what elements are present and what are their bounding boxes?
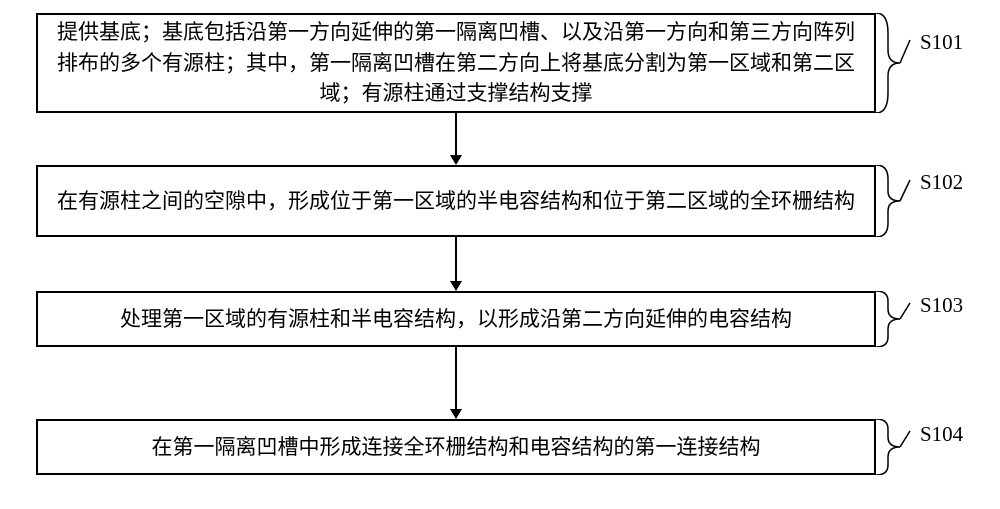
label-text: S104 [920,422,963,446]
step-text: 在有源柱之间的空隙中，形成位于第一区域的半电容结构和位于第二区域的全环栅结构 [57,186,855,216]
label-text: S101 [920,30,963,54]
flowchart-canvas: 提供基底；基底包括沿第一方向延伸的第一隔离凹槽、以及沿第一方向和第三方向阵列排布… [0,0,1000,509]
step-label-s102: S102 [920,170,963,195]
arrow-s101-s102 [446,113,466,165]
step-text: 提供基底；基底包括沿第一方向延伸的第一隔离凹槽、以及沿第一方向和第三方向阵列排布… [52,17,860,108]
label-text: S103 [920,293,963,317]
label-text: S102 [920,170,963,194]
brace-s101 [876,13,916,113]
step-label-s103: S103 [920,293,963,318]
step-box-s104: 在第一隔离凹槽中形成连接全环栅结构和电容结构的第一连接结构 [36,419,876,475]
step-box-s101: 提供基底；基底包括沿第一方向延伸的第一隔离凹槽、以及沿第一方向和第三方向阵列排布… [36,13,876,113]
step-box-s102: 在有源柱之间的空隙中，形成位于第一区域的半电容结构和位于第二区域的全环栅结构 [36,165,876,237]
step-label-s101: S101 [920,30,963,55]
brace-s103 [876,291,916,347]
step-label-s104: S104 [920,422,963,447]
arrow-s102-s103 [446,237,466,291]
step-text: 在第一隔离凹槽中形成连接全环栅结构和电容结构的第一连接结构 [152,432,761,462]
brace-s102 [876,165,916,237]
brace-s104 [876,419,916,475]
arrow-s103-s104 [446,347,466,419]
step-box-s103: 处理第一区域的有源柱和半电容结构，以形成沿第二方向延伸的电容结构 [36,291,876,347]
step-text: 处理第一区域的有源柱和半电容结构，以形成沿第二方向延伸的电容结构 [120,304,792,334]
